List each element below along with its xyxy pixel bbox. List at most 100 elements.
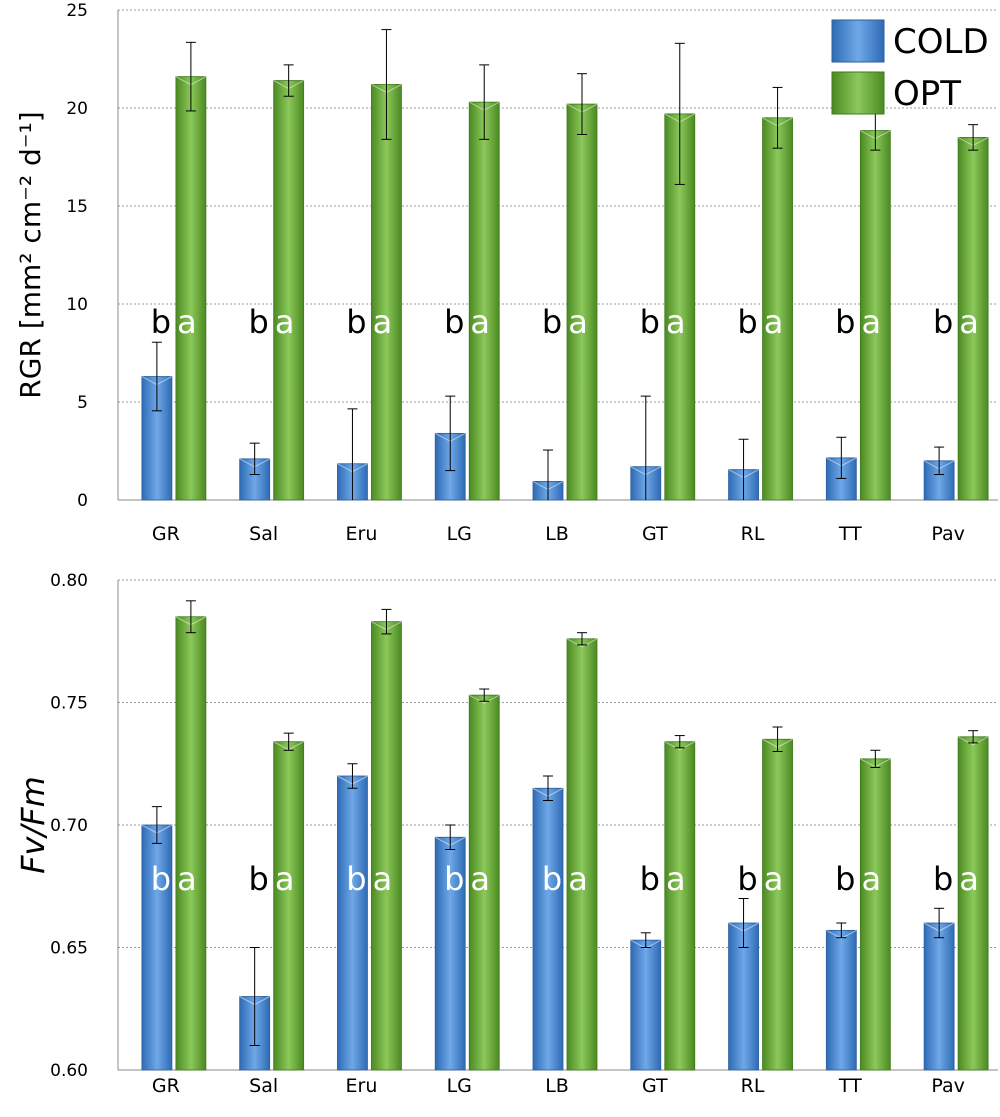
bar-opt <box>273 80 305 501</box>
significance-letter: a <box>764 860 784 898</box>
significance-letter: a <box>373 303 393 341</box>
significance-letter: a <box>666 860 686 898</box>
bar-cold <box>434 836 466 1071</box>
y-axis-label: Fv/Fm <box>14 776 52 874</box>
significance-letter: b <box>346 303 366 341</box>
x-tick-label: RL <box>741 1075 765 1097</box>
bar-bevel <box>957 736 989 746</box>
bar-opt <box>859 130 891 501</box>
bar-cold <box>141 824 173 1071</box>
x-tick-label: Pav <box>931 1075 965 1097</box>
bar-bevel <box>468 694 500 704</box>
significance-letter: b <box>933 303 953 341</box>
x-tick-label: Pav <box>931 523 965 545</box>
x-tick-label: Sal <box>249 1075 278 1097</box>
x-tick-label: LG <box>447 1075 472 1097</box>
y-tick-label: 20 <box>66 99 88 119</box>
significance-letter: a <box>568 860 588 898</box>
y-tick-label: 25 <box>66 1 88 21</box>
bar-bevel <box>664 741 696 751</box>
y-tick-label: 5 <box>77 393 88 413</box>
bar-bevel <box>826 929 857 939</box>
bar-bevel <box>566 638 598 648</box>
legend-label-opt: OPT <box>893 74 961 114</box>
bar-bevel <box>630 939 662 949</box>
significance-letter: a <box>177 303 197 341</box>
bar-cold <box>337 775 368 1071</box>
significance-letter: a <box>862 303 882 341</box>
x-tick-label: GR <box>152 1075 180 1097</box>
y-tick-label: 0 <box>77 491 88 511</box>
y-tick-label: 0.80 <box>50 571 88 591</box>
significance-letter: b <box>444 303 464 341</box>
bar-opt <box>175 616 207 1071</box>
x-tick-label: GT <box>642 523 668 545</box>
x-tick-label: LB <box>545 523 569 545</box>
bar-cold <box>923 922 955 1071</box>
significance-letter: b <box>835 303 855 341</box>
legend-swatch-opt <box>831 71 885 115</box>
bar-opt <box>957 136 989 501</box>
significance-letter: a <box>862 860 882 898</box>
significance-letter: a <box>275 303 295 341</box>
bar-opt <box>566 638 598 1071</box>
bar-opt <box>859 758 891 1071</box>
y-tick-label: 0.65 <box>50 939 88 959</box>
bar-cold <box>825 929 857 1071</box>
x-tick-label: Eru <box>346 1075 378 1097</box>
bar-opt <box>371 621 402 1071</box>
significance-letter: a <box>373 860 393 898</box>
significance-letter: b <box>737 860 757 898</box>
significance-letter: b <box>640 860 660 898</box>
significance-letter: b <box>835 860 855 898</box>
y-tick-label: 0.75 <box>50 694 88 714</box>
y-tick-label: 15 <box>66 197 88 217</box>
legend-label-cold: COLD <box>893 22 989 62</box>
bar-opt <box>175 76 207 501</box>
significance-letter: a <box>568 303 588 341</box>
y-tick-label: 0.60 <box>50 1061 88 1081</box>
significance-letter: b <box>444 860 464 898</box>
significance-letter: b <box>151 860 171 898</box>
significance-letter: b <box>933 860 953 898</box>
x-tick-label: GT <box>642 1075 668 1097</box>
significance-letter: b <box>737 303 757 341</box>
significance-letter: a <box>959 860 979 898</box>
x-tick-label: Eru <box>346 523 378 545</box>
bar-opt <box>762 738 793 1071</box>
significance-letter: b <box>151 303 171 341</box>
significance-letter: a <box>470 303 490 341</box>
y-tick-label: 0.70 <box>50 816 88 836</box>
significance-letter: b <box>346 860 366 898</box>
bar-opt <box>371 84 402 501</box>
significance-letter: a <box>764 303 784 341</box>
x-tick-label: Sal <box>249 523 278 545</box>
x-tick-label: TT <box>838 1075 862 1097</box>
significance-letter: b <box>249 860 269 898</box>
x-tick-label: LB <box>545 1075 569 1097</box>
significance-letter: a <box>959 303 979 341</box>
bar-opt <box>566 103 598 501</box>
y-tick-label: 10 <box>66 295 88 315</box>
x-tick-label: GR <box>152 523 180 545</box>
significance-letter: a <box>666 303 686 341</box>
bar-opt <box>957 736 989 1071</box>
significance-letter: b <box>249 303 269 341</box>
legend-swatch-cold <box>831 19 885 63</box>
bar-opt <box>468 101 500 501</box>
y-axis-label: RGR [mm² cm⁻² d⁻¹] <box>14 111 47 398</box>
bar-cold <box>630 939 662 1071</box>
significance-letter: a <box>177 860 197 898</box>
significance-letter: b <box>542 860 562 898</box>
bar-cold <box>532 787 564 1071</box>
bar-opt <box>664 741 696 1071</box>
bar-opt <box>273 741 305 1071</box>
x-tick-label: RL <box>741 523 765 545</box>
significance-letter: a <box>470 860 490 898</box>
significance-letter: b <box>640 303 660 341</box>
x-tick-label: LG <box>447 523 472 545</box>
